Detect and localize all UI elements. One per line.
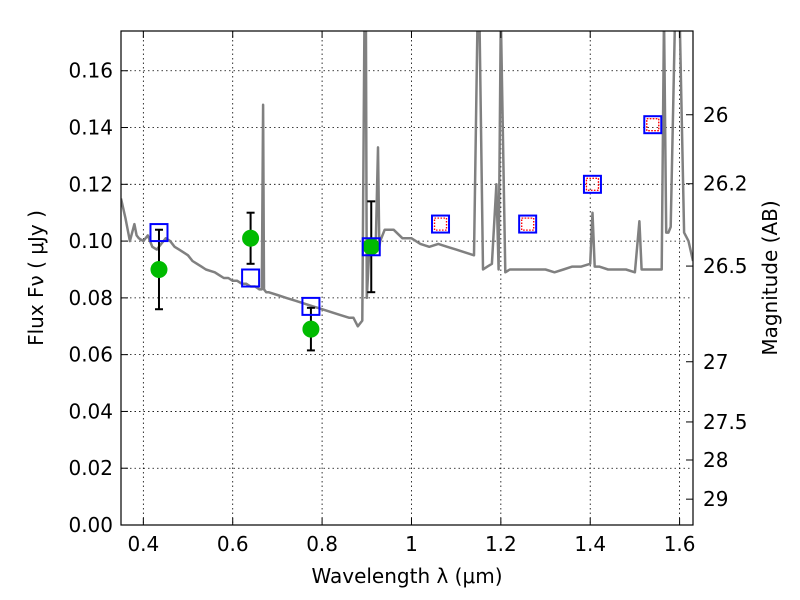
detection-point	[150, 260, 168, 278]
y-axis-label: Flux Fν ( μJy )	[24, 210, 48, 346]
y-tick-label: 0.04	[68, 399, 113, 423]
x-tick-label: 1.2	[485, 532, 517, 556]
model-point	[361, 237, 381, 257]
limit-point-overlay	[433, 217, 448, 231]
model-point	[301, 296, 321, 316]
model-point	[241, 268, 261, 288]
y-tick-label: 0.12	[68, 172, 113, 196]
detection-point	[242, 229, 260, 247]
y-tick-label: 0.00	[68, 513, 113, 537]
limit-point	[646, 118, 660, 132]
model-point	[149, 223, 169, 243]
right-axis-label: Magnitude (AB)	[758, 200, 782, 355]
right-tick-label: 26.2	[703, 172, 748, 196]
limit-point-overlay	[521, 217, 535, 231]
y-tick-label: 0.10	[68, 229, 113, 253]
y-tick-label: 0.02	[68, 456, 113, 480]
model-point	[643, 115, 663, 135]
x-tick-label: 1.6	[664, 532, 696, 556]
right-tick-label: 26	[703, 103, 728, 127]
right-tick-label: 26.5	[703, 254, 748, 278]
detection-point	[362, 238, 380, 256]
x-tick-label: 0.4	[127, 532, 159, 556]
y-tick-label: 0.14	[68, 116, 113, 140]
axis-ticks: 0.4 0.6 0.8 1 1.2 1.4 1.6 0.00 0.02 0.04 0.06 0.08 0…	[68, 31, 748, 556]
right-tick-label: 28	[703, 448, 728, 472]
limit-point-overlay	[585, 177, 600, 191]
right-tick-label: 29	[703, 487, 728, 511]
spectrum-line	[121, 31, 693, 328]
model-point	[518, 214, 538, 234]
x-axis-label: Wavelength λ (μm)	[311, 564, 502, 588]
detection-point	[302, 320, 320, 338]
model-point	[582, 174, 602, 194]
x-tick-label: 0.6	[217, 532, 249, 556]
y-tick-label: 0.08	[68, 286, 113, 310]
y-tick-label: 0.16	[68, 59, 113, 83]
limit-point	[585, 177, 600, 191]
model-point	[431, 214, 451, 234]
right-tick-label: 27	[703, 350, 728, 374]
grid-lines	[121, 31, 693, 526]
right-tick-label: 27.5	[703, 410, 748, 434]
y-tick-label: 0.06	[68, 343, 113, 367]
plot-frame	[120, 30, 694, 526]
plot-data-layer	[121, 31, 693, 352]
limit-point	[433, 217, 448, 231]
limit-point-overlay	[646, 118, 660, 132]
x-tick-label: 1.4	[574, 532, 606, 556]
x-tick-label: 1	[405, 532, 418, 556]
limit-point	[521, 217, 535, 231]
x-tick-label: 0.8	[306, 532, 338, 556]
